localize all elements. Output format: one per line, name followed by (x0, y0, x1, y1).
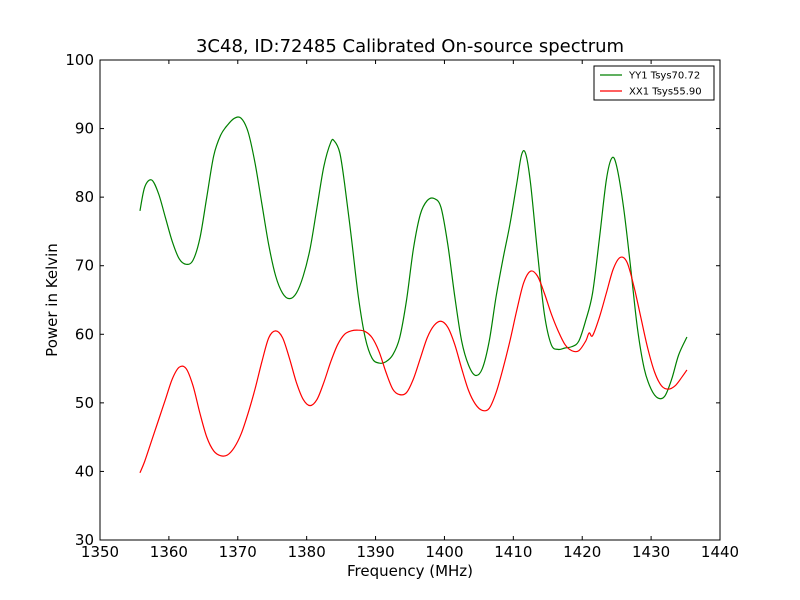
y-tick-label: 80 (75, 188, 94, 206)
x-tick-label: 1430 (632, 543, 670, 561)
legend: YY1 Tsys70.72 XX1 Tsys55.90 (593, 65, 715, 101)
y-tick-label: 60 (75, 325, 94, 343)
x-tick-label: 1400 (425, 543, 463, 561)
x-tick-label: 1360 (150, 543, 188, 561)
y-axis-title: Power in Kelvin (43, 243, 61, 357)
y-tick-label: 90 (75, 120, 94, 138)
y-tick-label: 70 (75, 257, 94, 275)
plot-frame (99, 59, 721, 541)
x-axis-title: Frequency (MHz) (347, 562, 473, 580)
x-tick-label: 1420 (563, 543, 601, 561)
y-tick-label: 30 (75, 531, 94, 549)
x-tick-label: 1380 (288, 543, 326, 561)
x-tick-label: 1410 (494, 543, 532, 561)
legend-box (593, 65, 715, 101)
legend-label-yy1: YY1 Tsys70.72 (628, 71, 700, 82)
series-layer (139, 116, 688, 474)
series-line-yy1 (139, 116, 688, 400)
y-tick-label: 40 (75, 462, 94, 480)
chart-title: 3C48, ID:72485 Calibrated On-source spec… (196, 36, 624, 57)
legend-label-xx1: XX1 Tsys55.90 (629, 87, 702, 98)
x-tick-label: 1390 (356, 543, 394, 561)
x-tick-label: 1350 (81, 543, 119, 561)
series-line-xx1 (139, 256, 688, 474)
y-tick-label: 50 (75, 394, 94, 412)
x-tick-label: 1440 (701, 543, 739, 561)
y-tick-label: 100 (65, 51, 94, 69)
ticks-layer: 1350 1360 1370 1380 1390 1400 1410 1420 1430 1440… (65, 51, 739, 561)
x-tick-label: 1370 (219, 543, 257, 561)
